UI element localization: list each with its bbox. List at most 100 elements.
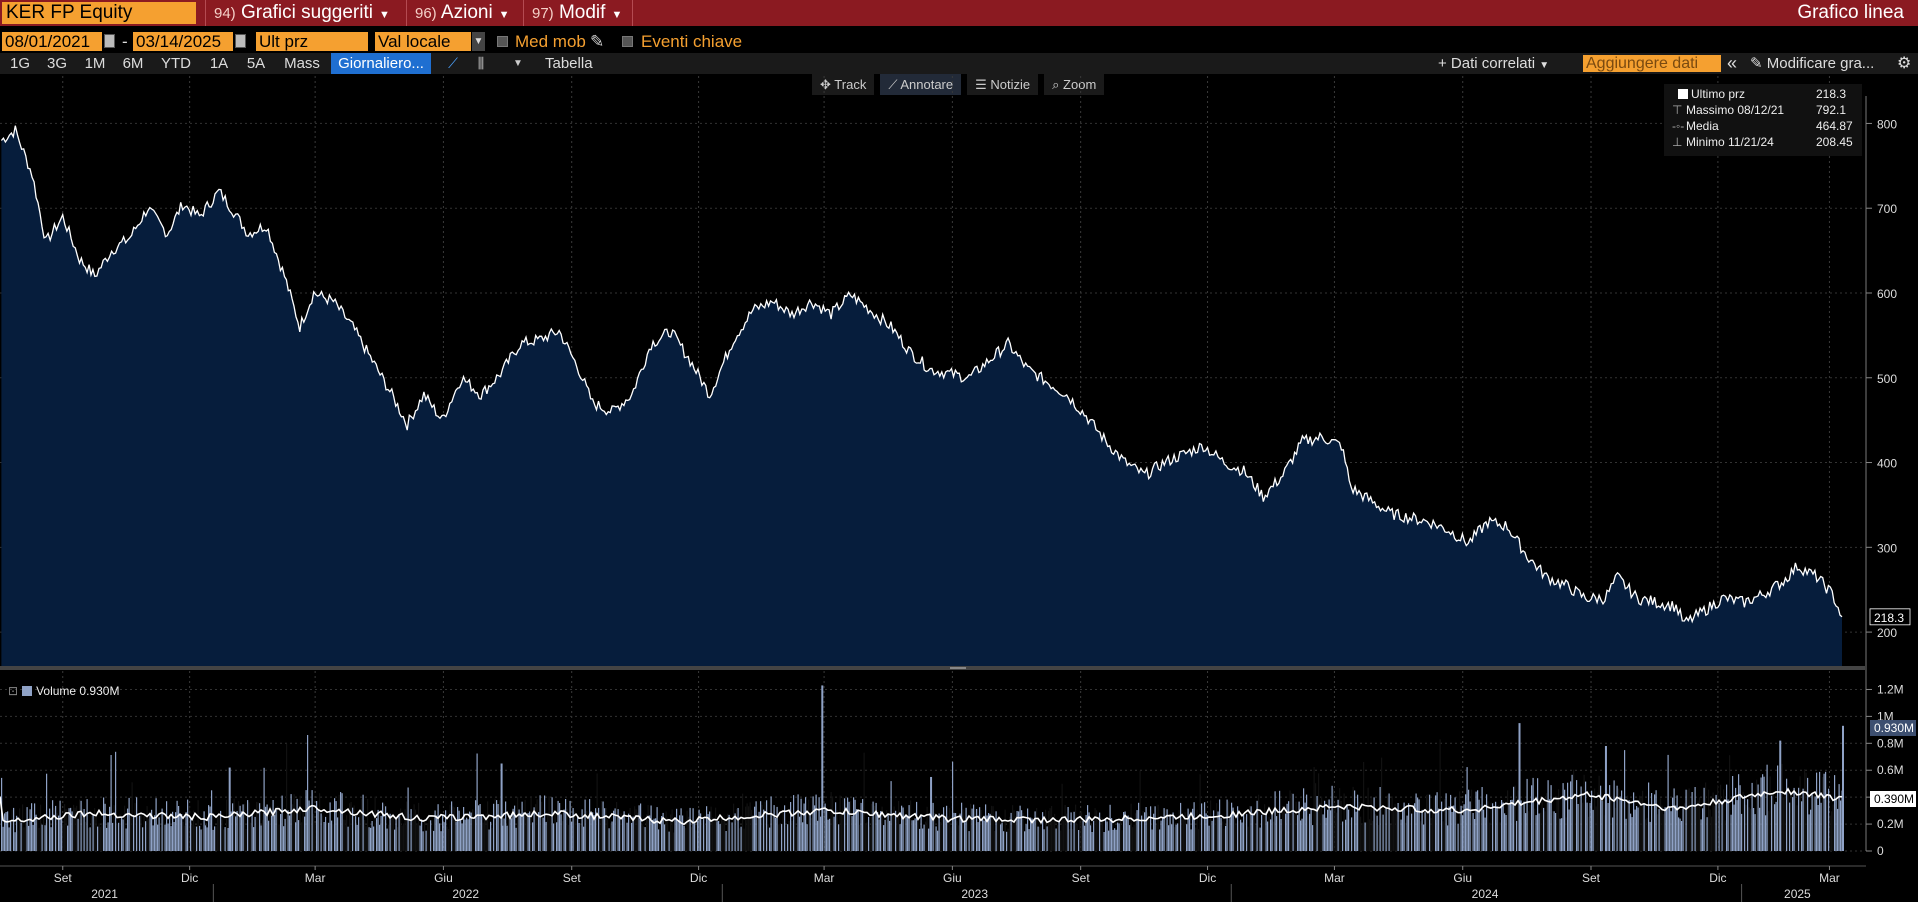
volume-bar xyxy=(812,796,814,851)
volume-bar xyxy=(74,807,76,851)
volume-bar xyxy=(176,800,178,851)
volume-bar xyxy=(85,821,87,851)
volume-bar xyxy=(1771,795,1773,851)
volume-bar xyxy=(910,800,912,851)
ticker-field[interactable]: KER FP Equity xyxy=(2,2,196,24)
period-1g[interactable]: 1G xyxy=(9,55,30,72)
volume-bar xyxy=(1039,827,1041,851)
price-line xyxy=(0,125,1843,624)
volume-bar xyxy=(440,831,442,851)
volume-bar xyxy=(692,808,694,851)
track-button[interactable]: ✥ Track xyxy=(812,74,875,95)
volume-bar xyxy=(253,827,255,851)
volume-bar xyxy=(1226,799,1228,851)
volume-bar xyxy=(1205,813,1207,851)
volume-bar xyxy=(1222,821,1224,851)
candlestick-icon[interactable]: ⫼ xyxy=(477,55,485,71)
gear-icon[interactable]: ⚙ xyxy=(1897,55,1912,72)
related-data-button[interactable]: + Dati correlati ▼ xyxy=(1438,53,1549,74)
volume-bar xyxy=(1127,815,1129,851)
volume-bar xyxy=(898,801,900,851)
x-tick-label: Giu xyxy=(1453,871,1472,885)
volume-bar xyxy=(1070,812,1072,851)
legend-avg-label: Media xyxy=(1686,119,1719,133)
chevron-down-icon: ▼ xyxy=(1539,60,1550,71)
volume-bar xyxy=(1811,793,1813,851)
chevron-down-icon[interactable]: ▼ xyxy=(472,32,485,51)
volume-bar xyxy=(1234,819,1236,851)
volume-bar xyxy=(1678,817,1680,851)
edit-chart-button[interactable]: ✎ Modificare gra... xyxy=(1750,53,1874,74)
period-max[interactable]: Mass xyxy=(284,55,320,72)
volume-bar xyxy=(1465,794,1467,851)
volume-bar xyxy=(832,796,834,851)
zoom-button[interactable]: ⌕ Zoom xyxy=(1044,74,1105,95)
calendar-icon[interactable] xyxy=(104,34,115,48)
period-1a[interactable]: 1A xyxy=(209,55,229,72)
volume-bar xyxy=(556,822,558,851)
add-data-input[interactable]: Aggiungere dati xyxy=(1583,55,1721,72)
period-3g[interactable]: 3G xyxy=(46,55,67,72)
volume-bar xyxy=(520,813,522,851)
volume-bar xyxy=(1111,818,1113,851)
table-button[interactable]: Tabella xyxy=(545,55,593,72)
y-tick-label: 500 xyxy=(1877,372,1897,386)
volume-bar xyxy=(1489,822,1491,851)
volume-bar xyxy=(421,819,423,851)
volume-bar xyxy=(38,827,40,851)
chevron-down-icon[interactable]: ▼ xyxy=(513,58,523,69)
volume-bar xyxy=(1546,793,1548,851)
average-marker-icon: -◦- xyxy=(1672,119,1685,133)
key-events-checkbox[interactable] xyxy=(622,36,633,47)
volume-bar xyxy=(1576,780,1578,851)
volume-bar xyxy=(784,805,786,851)
actions-menu[interactable]: 96) Azioni ▼ xyxy=(406,0,522,26)
volume-bar xyxy=(398,814,400,851)
volume-bar xyxy=(436,815,438,851)
period-5a[interactable]: 5A xyxy=(246,55,266,72)
suggested-charts-menu[interactable]: 94) Grafici suggeriti ▼ xyxy=(205,0,405,26)
volume-bar xyxy=(1502,802,1504,851)
volume-bar xyxy=(250,822,252,851)
volume-bar xyxy=(1663,814,1665,851)
currency-select[interactable]: Val locale xyxy=(375,32,471,51)
volume-bar xyxy=(160,827,162,851)
annotate-button[interactable]: ⟋ Annotare xyxy=(880,74,962,95)
field-select[interactable]: Ult prz xyxy=(256,32,368,51)
volume-bar xyxy=(103,797,105,851)
period-1m[interactable]: 1M xyxy=(84,55,106,72)
volume-bar xyxy=(1733,804,1735,851)
volume-bar xyxy=(1130,803,1132,851)
volume-bar xyxy=(383,804,385,851)
collapse-icon[interactable]: « xyxy=(1727,53,1738,73)
line-chart-icon[interactable]: ⟋ xyxy=(448,55,458,71)
moving-average-checkbox[interactable] xyxy=(497,36,508,47)
volume-bar xyxy=(1517,790,1519,851)
edit-menu[interactable]: 97) Modif ▼ xyxy=(523,0,633,26)
end-date-input[interactable]: 03/14/2025 xyxy=(133,32,233,51)
volume-bar xyxy=(691,827,693,851)
calendar-icon[interactable] xyxy=(235,34,246,48)
legend-high-value: 792.1 xyxy=(1816,103,1847,117)
pencil-icon[interactable]: ✎ xyxy=(590,32,605,51)
period-ytd[interactable]: YTD xyxy=(161,55,191,72)
pencil-icon: ✎ xyxy=(1750,55,1763,72)
volume-bar xyxy=(1715,794,1717,851)
volume-bar xyxy=(98,823,100,851)
volume-bar xyxy=(106,827,108,851)
volume-bar xyxy=(908,805,910,851)
volume-bar xyxy=(769,827,771,851)
volume-bar xyxy=(1673,788,1675,851)
frequency-select[interactable]: Giornaliero... xyxy=(331,53,431,74)
volume-bar xyxy=(530,797,532,851)
volume-bar xyxy=(167,823,169,851)
period-6m[interactable]: 6M xyxy=(122,55,144,72)
volume-bar xyxy=(268,820,270,851)
start-date-input[interactable]: 08/01/2021 xyxy=(2,32,102,51)
expand-icon[interactable]: ⊡ xyxy=(8,684,19,698)
volume-bar xyxy=(677,820,679,851)
news-button[interactable]: ☰ Notizie xyxy=(967,74,1039,95)
volume-bar xyxy=(1559,818,1561,851)
volume-bar xyxy=(1153,813,1155,851)
